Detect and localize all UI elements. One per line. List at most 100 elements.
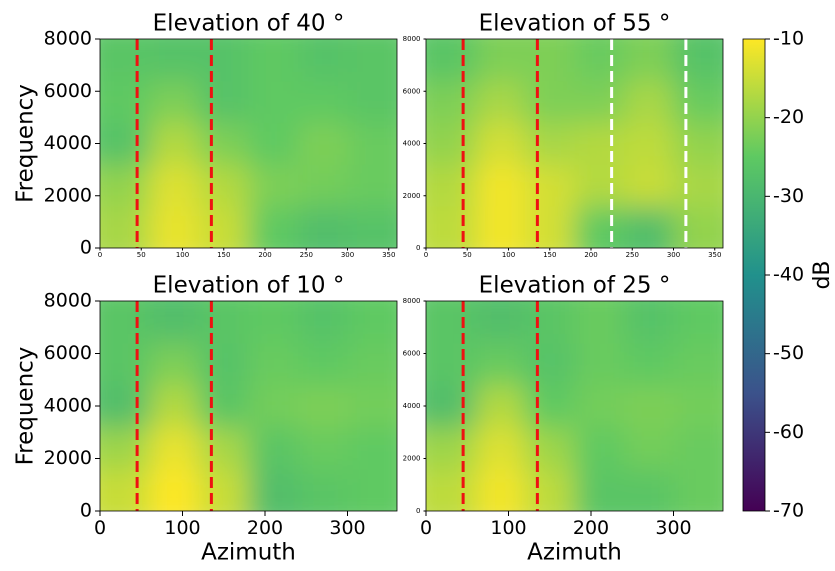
heat-cell [574, 122, 625, 165]
heat-cell [199, 427, 249, 470]
heat-cell [475, 164, 526, 207]
heat-cell [624, 206, 674, 248]
heat-cell [426, 343, 476, 386]
heat-cell [149, 164, 200, 207]
panel-title: Elevation of 25 ° [479, 273, 671, 299]
heat-cell [199, 385, 249, 428]
heat-cell [100, 39, 150, 82]
heat-cell [298, 385, 348, 428]
colorbar-tick-label: -10 [773, 28, 804, 50]
heat-cell [100, 206, 150, 248]
y-tick-label: 0 [80, 237, 92, 259]
panel-title: Elevation of 55 ° [479, 11, 671, 37]
y-tick-label: 0 [416, 244, 420, 252]
heat-cell [475, 122, 526, 165]
heat-cell [149, 122, 200, 165]
heat-cell [248, 39, 299, 82]
y-tick-label: 0 [416, 507, 420, 515]
x-tick-label: 250 [300, 251, 313, 259]
x-tick-label: 300 [655, 517, 691, 539]
heat-cell [100, 343, 150, 386]
heat-cell [525, 39, 575, 82]
heatmap [100, 39, 397, 248]
heat-cell [149, 385, 200, 428]
x-tick-label: 100 [490, 517, 526, 539]
colorbar-tick-label: -60 [773, 421, 804, 443]
x-tick-label: 350 [382, 251, 395, 259]
heat-cell [673, 122, 723, 165]
y-tick-label: 2000 [403, 455, 421, 463]
x-tick-label: 100 [164, 517, 200, 539]
x-tick-label: 50 [137, 251, 146, 259]
heat-cell [347, 206, 397, 248]
colorbar-tick-label: -20 [773, 106, 804, 128]
heat-cell [525, 469, 575, 511]
heat-cell [574, 427, 625, 470]
heat-cell [673, 385, 723, 428]
heat-cell [525, 343, 575, 386]
heat-cell [475, 39, 526, 82]
heat-cell [525, 122, 575, 165]
panel-title: Elevation of 10 ° [153, 273, 345, 299]
x-axis-label: Azimuth [201, 540, 296, 566]
heat-cell [149, 343, 200, 386]
heat-cell [624, 469, 674, 511]
heat-cell [673, 343, 723, 386]
heat-cell [248, 343, 299, 386]
heat-cell [475, 427, 526, 470]
heat-cell [149, 39, 200, 82]
heat-cell [347, 122, 397, 165]
y-tick-label: 6000 [44, 80, 92, 102]
heat-cell [248, 385, 299, 428]
heat-cell [475, 301, 526, 344]
heat-cell [199, 301, 249, 344]
heat-cell [248, 80, 299, 124]
heat-cell [298, 301, 348, 344]
heat-cell [624, 122, 674, 165]
heat-cell [199, 80, 249, 124]
heat-cell [347, 343, 397, 386]
y-tick-label: 4000 [44, 132, 92, 154]
heat-cell [347, 469, 397, 511]
heat-cell [426, 122, 476, 165]
heat-cell [426, 385, 476, 428]
heat-cell [248, 469, 299, 511]
heatmap [426, 39, 723, 248]
x-tick-label: 300 [341, 251, 354, 259]
heat-cell [149, 469, 200, 511]
x-tick-label: 150 [217, 251, 230, 259]
heat-cell [426, 39, 476, 82]
heat-cell [347, 385, 397, 428]
heat-cell [574, 206, 625, 248]
heat-cell [149, 206, 200, 248]
heat-cell [475, 385, 526, 428]
heat-cell [298, 164, 348, 207]
heat-cell [199, 39, 249, 82]
heat-cell [347, 427, 397, 470]
x-tick-label: 0 [424, 251, 428, 259]
heat-cell [525, 80, 575, 124]
heat-cell [574, 301, 625, 344]
heat-cell [426, 164, 476, 207]
x-tick-label: 200 [247, 517, 283, 539]
heatmap [426, 301, 723, 511]
colorbar-tick-label: -50 [773, 342, 804, 364]
heat-cell [347, 301, 397, 344]
heat-cell [100, 427, 150, 470]
y-tick-label: 6000 [403, 350, 421, 358]
heat-cell [100, 385, 150, 428]
heat-cell [347, 39, 397, 82]
heat-cell [475, 343, 526, 386]
heat-cell [525, 385, 575, 428]
heat-cell [624, 385, 674, 428]
panel-title: Elevation of 40 ° [153, 11, 345, 37]
y-tick-label: 4000 [403, 402, 421, 410]
x-tick-label: 300 [667, 251, 680, 259]
heat-cell [100, 469, 150, 511]
heat-cell [100, 164, 150, 207]
heat-cell [298, 80, 348, 124]
heat-cell [673, 39, 723, 82]
heatmap [100, 301, 397, 511]
heat-cell [298, 206, 348, 248]
heat-cell [100, 80, 150, 124]
